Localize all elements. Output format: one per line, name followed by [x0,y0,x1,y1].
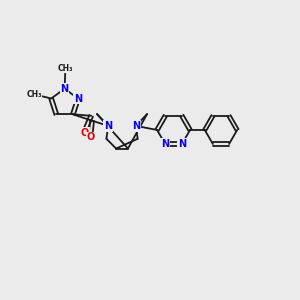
Text: N: N [74,94,82,103]
Text: N: N [178,139,186,149]
Text: CH₃: CH₃ [26,91,42,100]
Text: N: N [161,139,170,149]
Text: CH₃: CH₃ [58,64,73,73]
Text: N: N [104,121,112,131]
Text: N: N [61,84,69,94]
Text: N: N [132,121,140,131]
Text: O: O [86,133,95,142]
Text: O: O [81,128,89,138]
